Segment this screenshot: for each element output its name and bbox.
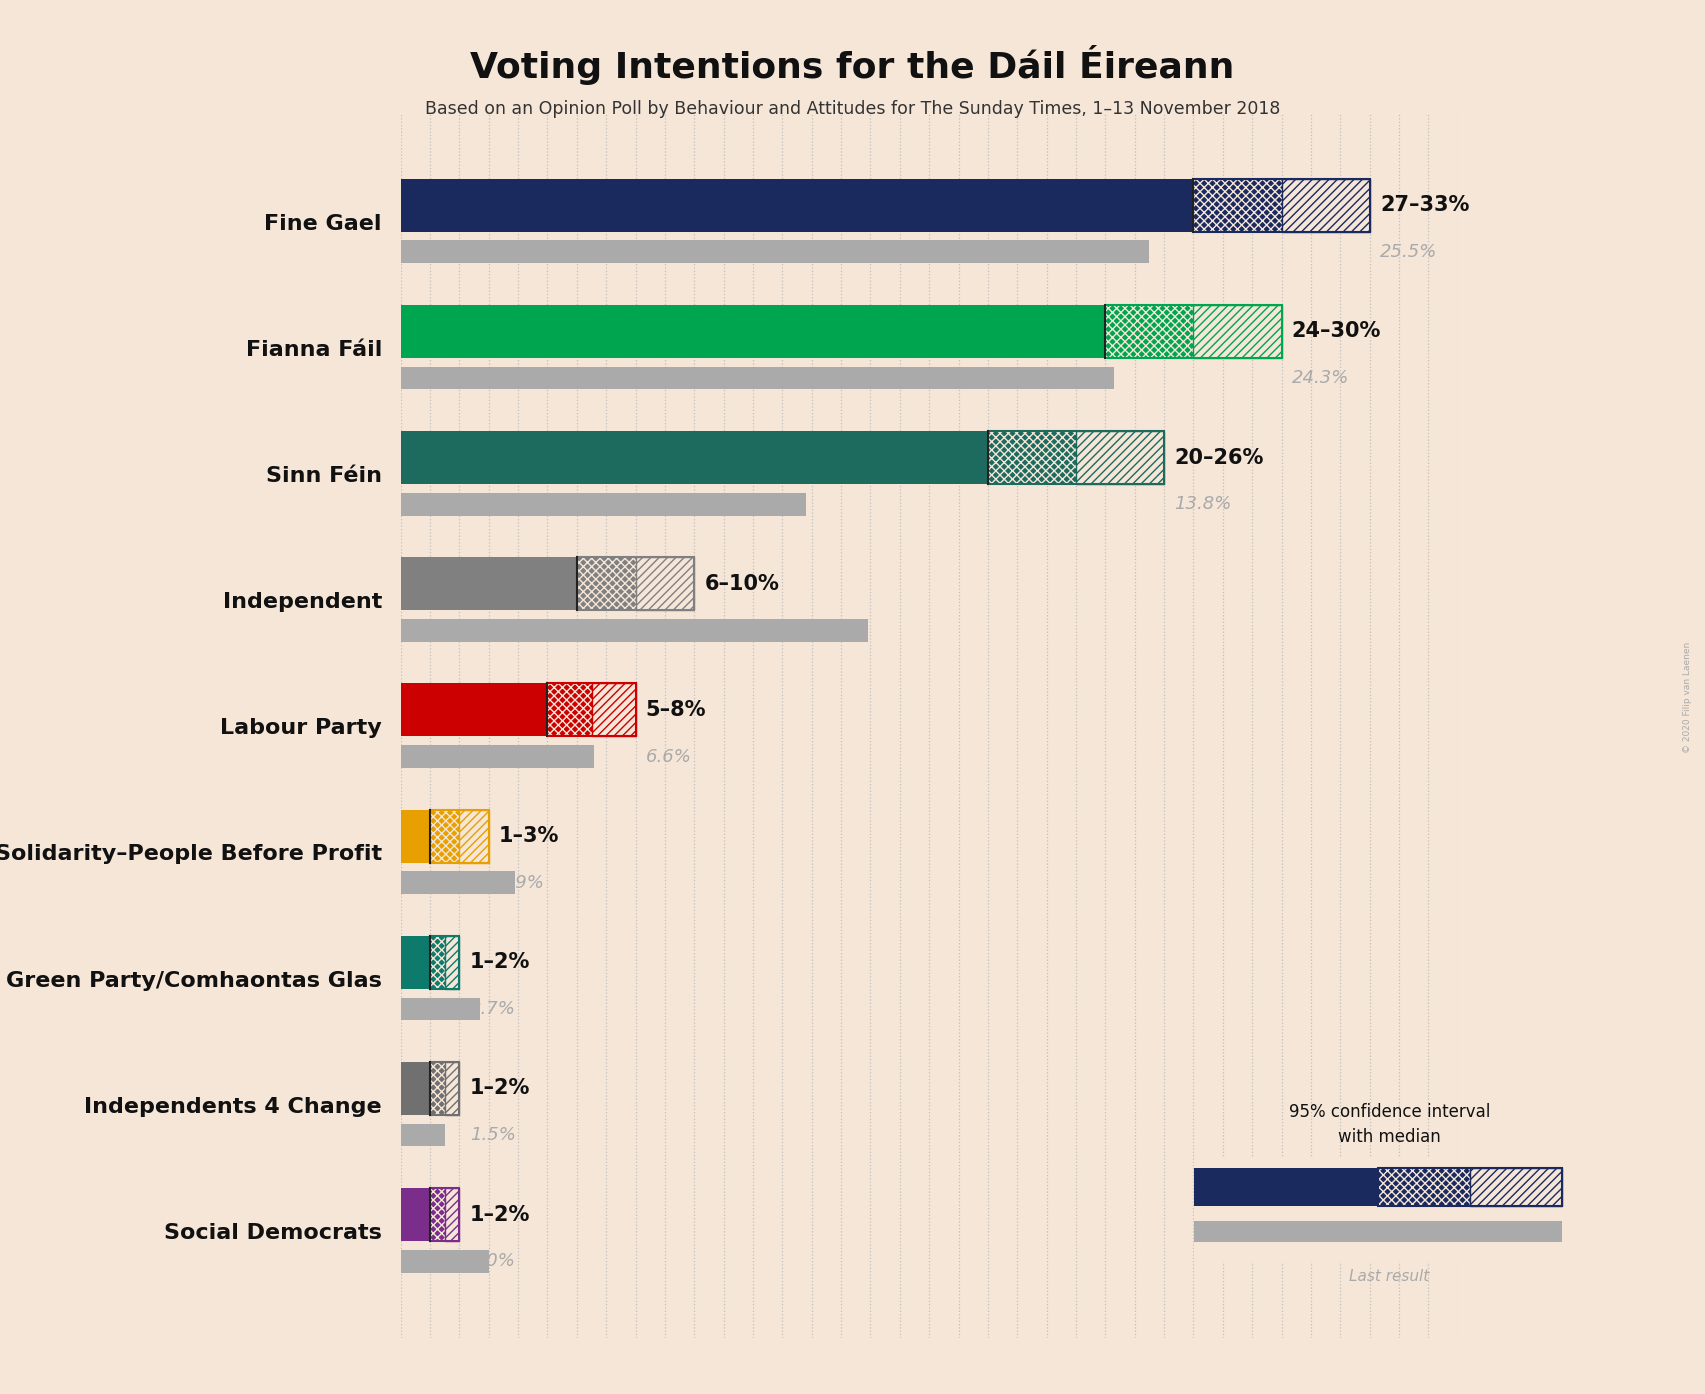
Bar — [636, 558, 694, 611]
Text: 20–26%: 20–26% — [1175, 447, 1263, 467]
Bar — [430, 1062, 459, 1115]
Text: 25.5%: 25.5% — [1379, 243, 1437, 261]
Bar — [401, 810, 430, 863]
Bar — [401, 746, 595, 768]
Bar — [1076, 431, 1165, 484]
Bar — [1194, 178, 1282, 231]
Text: Last result: Last result — [1349, 1269, 1430, 1284]
Bar — [430, 810, 489, 863]
Bar — [1470, 1168, 1562, 1206]
Text: 1–2%: 1–2% — [469, 952, 530, 972]
Text: 2.7%: 2.7% — [469, 999, 515, 1018]
Bar — [430, 1188, 445, 1241]
Text: 24–30%: 24–30% — [1292, 322, 1381, 342]
Bar — [401, 1062, 430, 1115]
Text: Based on an Opinion Poll by Behaviour and Attitudes for The Sunday Times, 1–13 N: Based on an Opinion Poll by Behaviour an… — [425, 100, 1280, 118]
Bar — [547, 683, 636, 736]
Text: 3.9%: 3.9% — [500, 874, 546, 892]
Bar — [1282, 178, 1369, 231]
Bar — [1194, 1168, 1378, 1206]
Bar — [401, 305, 1105, 358]
Bar — [430, 1188, 459, 1241]
Bar — [445, 935, 459, 988]
Text: 15.9%: 15.9% — [704, 622, 762, 640]
Bar — [459, 810, 489, 863]
Bar — [401, 558, 576, 611]
Bar — [445, 1188, 459, 1241]
Bar — [430, 935, 445, 988]
Bar — [592, 683, 636, 736]
Bar — [987, 431, 1076, 484]
Bar — [401, 1250, 489, 1273]
Bar — [430, 935, 459, 988]
Bar — [401, 998, 481, 1020]
Text: 13.8%: 13.8% — [1175, 495, 1231, 513]
Bar — [1105, 305, 1194, 358]
Bar — [1378, 1168, 1562, 1206]
Text: © 2020 Filip van Laenen: © 2020 Filip van Laenen — [1683, 641, 1693, 753]
Text: 95% confidence interval
with median: 95% confidence interval with median — [1289, 1103, 1490, 1146]
Text: 24.3%: 24.3% — [1292, 369, 1349, 388]
Bar — [401, 683, 547, 736]
Bar — [1378, 1168, 1470, 1206]
Bar — [401, 241, 1149, 263]
Bar — [1105, 305, 1282, 358]
Bar — [576, 558, 694, 611]
Bar — [445, 1062, 459, 1115]
Text: 1–2%: 1–2% — [469, 1079, 530, 1098]
Bar — [1194, 1221, 1562, 1242]
Bar — [401, 935, 430, 988]
Bar — [401, 1124, 445, 1146]
Bar — [576, 558, 636, 611]
Bar — [401, 493, 806, 516]
Bar — [547, 683, 592, 736]
Bar — [401, 367, 1113, 389]
Bar — [401, 178, 1194, 231]
Text: Voting Intentions for the Dáil Éireann: Voting Intentions for the Dáil Éireann — [471, 45, 1234, 85]
Bar — [401, 619, 868, 641]
Bar — [430, 810, 459, 863]
Bar — [401, 1188, 430, 1241]
Text: 27–33%: 27–33% — [1379, 195, 1470, 215]
Bar — [987, 431, 1165, 484]
Text: 3.0%: 3.0% — [469, 1252, 515, 1270]
Bar — [430, 1062, 445, 1115]
Text: 6–10%: 6–10% — [704, 574, 779, 594]
Text: 1–2%: 1–2% — [469, 1204, 530, 1224]
Text: 1.5%: 1.5% — [469, 1126, 515, 1144]
Bar — [1194, 178, 1369, 231]
Bar — [401, 431, 987, 484]
Text: 1–3%: 1–3% — [500, 827, 559, 846]
Text: 6.6%: 6.6% — [646, 747, 692, 765]
Bar — [401, 871, 515, 894]
Text: 5–8%: 5–8% — [646, 700, 706, 719]
Bar — [1194, 305, 1282, 358]
